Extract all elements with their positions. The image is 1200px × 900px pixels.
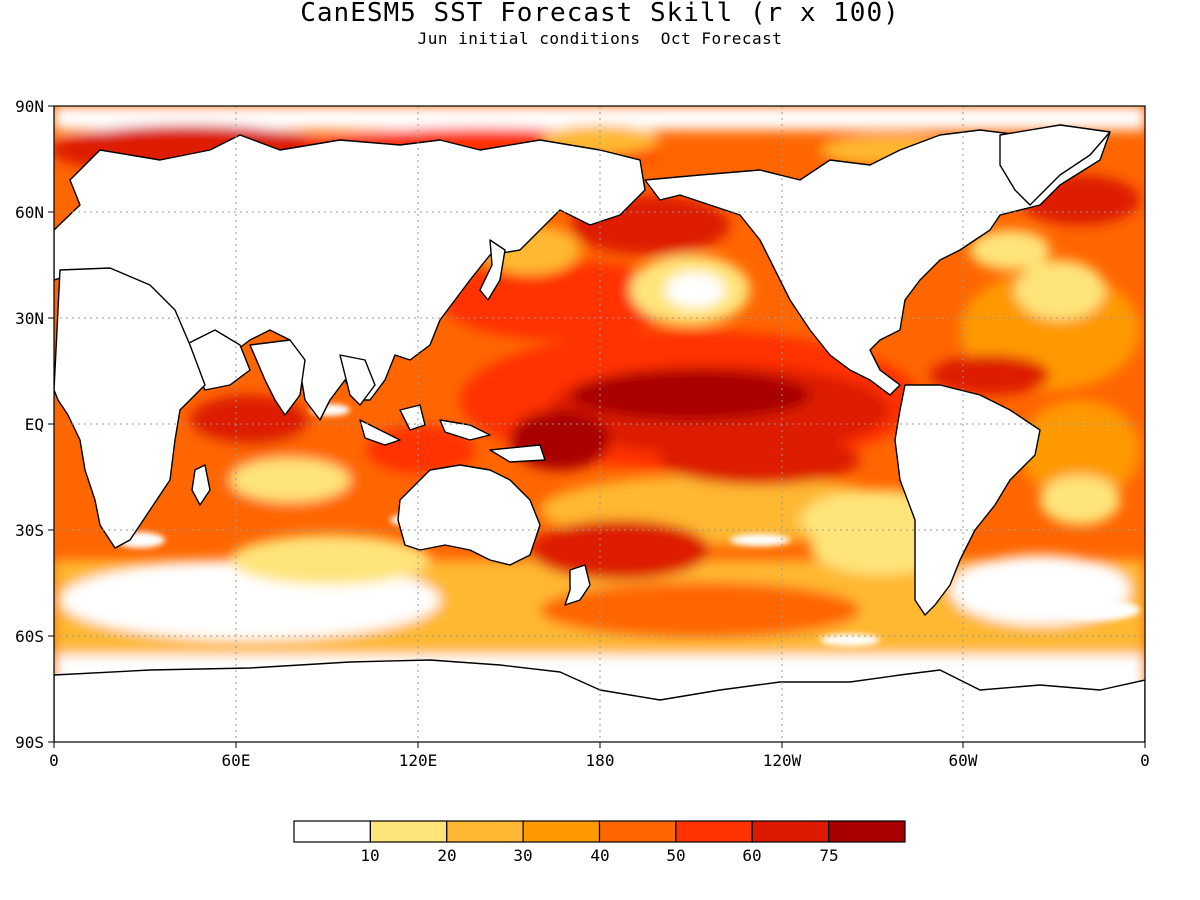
map-subtitle: Jun initial conditions Oct Forecast [417,29,783,48]
lon-label: 180 [586,751,615,770]
lat-label: 90N [15,97,44,116]
lat-label: 30S [15,521,44,540]
lon-label: 0 [49,751,59,770]
colorbar-swatch [446,820,524,843]
axis-ticks [48,105,1146,748]
latitude-labels: 90N 60N 30N EQ 30S 60S 90S [15,97,44,752]
lon-label: 120E [399,751,438,770]
colorbar-tick-label: 75 [819,846,838,865]
colorbar-tick-label: 30 [513,846,532,865]
colorbar-swatch [675,820,753,843]
lat-label: 30N [15,309,44,328]
colorbar: 10 20 30 40 50 60 75 [293,820,906,865]
colorbar-labels: 10 20 30 40 50 60 75 [360,846,838,865]
colorbar-swatch [369,820,448,843]
colorbar-tick-label: 60 [742,846,761,865]
colorbar-tick-label: 20 [437,846,456,865]
colorbar-swatch [522,820,601,843]
colorbar-swatch [598,820,677,843]
colorbar-tick-label: 50 [666,846,685,865]
colorbar-swatch [751,820,830,843]
colorbar-swatch [828,820,906,843]
lat-label: 60S [15,627,44,646]
map-gridlines [54,106,1145,742]
map-title: CanESM5 SST Forecast Skill (r x 100) [300,0,900,28]
colorbar-tick-label: 10 [360,846,379,865]
lat-label: 90S [15,733,44,752]
lon-label: 60W [949,751,978,770]
colorbar-tick-label: 40 [590,846,609,865]
lat-label: 60N [15,203,44,222]
lat-label: EQ [25,415,44,434]
longitude-labels: 0 60E 120E 180 120W 60W 0 [49,751,1150,770]
lon-label: 120W [763,751,802,770]
colorbar-swatch [293,820,371,843]
lon-label: 0 [1140,751,1150,770]
lon-label: 60E [222,751,251,770]
sst-skill-field [54,106,1145,742]
coastlines [54,124,1145,742]
